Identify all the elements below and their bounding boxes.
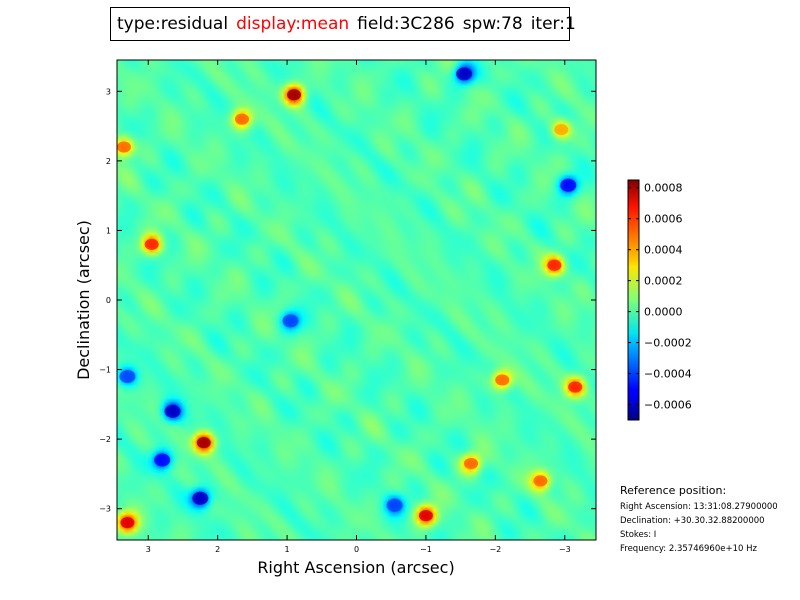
heatmap-peak [418, 510, 433, 522]
heatmap-peak [144, 238, 159, 250]
x-axis-label: Right Ascension (arcsec) [257, 558, 454, 577]
title-type: type:residual [117, 14, 229, 34]
heatmap-trough [164, 404, 181, 418]
reference-ra: Right Ascension: 13:31:08.27900000 [620, 502, 778, 512]
heatmap-peak [464, 457, 479, 469]
y-tick-label: 0 [106, 296, 111, 305]
heatmap-trough [456, 67, 473, 81]
heatmap-trough [386, 498, 403, 512]
title-iter: iter:1 [530, 14, 576, 34]
colorbar-tick-label: 0.0002 [644, 275, 683, 288]
x-tick-label: 1 [285, 545, 290, 554]
colorbar-ticks: 0.0008 0.0006 0.0004 0.0002 0.0000 −0.0002 −0.… [628, 182, 692, 412]
heatmap-trough [119, 370, 136, 384]
reference-title: Reference position: [620, 484, 727, 497]
reference-dec: Declination: +30.30.32.88200000 [620, 516, 765, 526]
y-tick-label: −3 [99, 505, 111, 514]
colorbar-tick-label: −0.0006 [644, 399, 692, 412]
heatmap-peak [547, 259, 562, 271]
reference-stokes: Stokes: I [620, 530, 657, 540]
title-spw: spw:78 [462, 14, 523, 34]
heatmap-peak [234, 113, 249, 125]
colorbar [627, 179, 640, 421]
y-tick-label: 3 [106, 87, 111, 96]
x-tick-label: −1 [420, 545, 432, 554]
x-tick-label: −2 [489, 545, 501, 554]
heatmap-trough [560, 178, 577, 192]
heatmap-field [117, 60, 596, 540]
heatmap-trough [282, 314, 299, 328]
heatmap-peak [287, 89, 302, 101]
y-tick-label: 1 [106, 226, 111, 235]
plot-title-box: type:residual display:mean field:3C286 s… [110, 7, 576, 41]
title-display: display:mean [236, 14, 350, 34]
heatmap-trough [192, 491, 209, 505]
heatmap-peak [533, 475, 548, 487]
colorbar-tick-label: −0.0004 [644, 368, 692, 381]
heatmap-image [117, 60, 596, 540]
heatmap-peak [495, 374, 510, 386]
colorbar-tick-label: 0.0004 [644, 244, 683, 257]
heatmap-peak [554, 124, 569, 136]
y-axis-ticks: 3 2 1 0 −1 −2 −3 [99, 87, 596, 514]
colorbar-tick-label: 0.0006 [644, 213, 683, 226]
title-field: field:3C286 [357, 14, 455, 34]
x-axis-ticks: 3 2 1 0 −1 −2 −3 [146, 60, 571, 554]
y-tick-label: −2 [99, 435, 111, 444]
y-tick-label: 2 [106, 157, 111, 166]
colorbar-tick-label: 0.0000 [644, 306, 683, 319]
x-tick-label: −3 [559, 545, 571, 554]
y-axis-label: Declination (arcsec) [74, 220, 93, 380]
heatmap-peak [117, 141, 131, 153]
y-tick-label: −1 [99, 366, 111, 375]
heatmap-trough [154, 453, 171, 467]
reference-frequency: Frequency: 2.35746960e+10 Hz [620, 544, 757, 554]
heatmap-peak [568, 381, 583, 393]
heatmap-peak [120, 517, 135, 529]
colorbar-tick-label: 0.0008 [644, 182, 683, 195]
x-tick-label: 3 [146, 545, 151, 554]
heatmap-peak [196, 437, 211, 449]
x-tick-label: 0 [354, 545, 359, 554]
x-tick-label: 2 [215, 545, 220, 554]
reference-position-info: Reference position: Right Ascension: 13:… [620, 484, 778, 558]
colorbar-tick-label: −0.0002 [644, 337, 692, 350]
